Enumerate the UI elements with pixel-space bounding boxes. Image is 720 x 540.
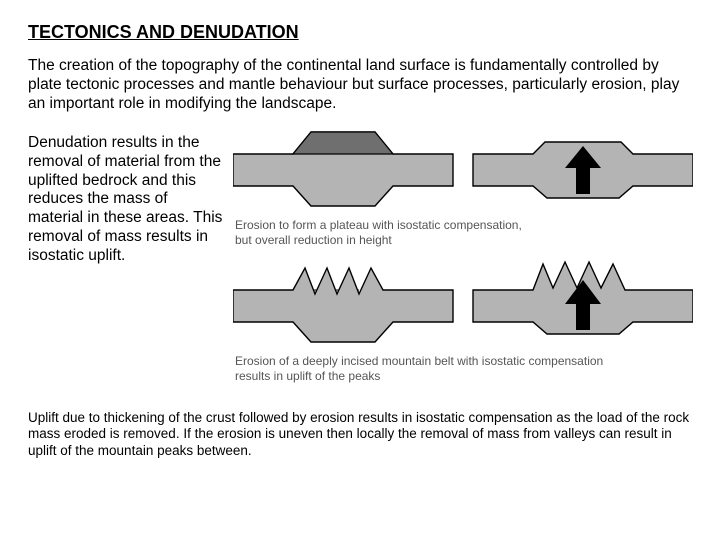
caption-2: Erosion of a deeply incised mountain bel… xyxy=(235,354,693,384)
page-root: TECTONICS AND DENUDATION The creation of… xyxy=(0,0,720,540)
panel-incised xyxy=(233,268,453,342)
caption-2-line-b: results in uplift of the peaks xyxy=(235,369,380,383)
intro-paragraph: The creation of the topography of the co… xyxy=(28,57,692,114)
caption-1: Erosion to form a plateau with isostatic… xyxy=(235,218,693,248)
panel-peaks-arrow xyxy=(473,262,693,334)
caption-1-line-a: Erosion to form a plateau with isostatic… xyxy=(235,218,522,232)
mid-section: Denudation results in the removal of mat… xyxy=(28,124,692,396)
panel-uplift-block xyxy=(233,132,453,206)
diagram-block: Erosion to form a plateau with isostatic… xyxy=(233,124,693,396)
page-title: TECTONICS AND DENUDATION xyxy=(28,22,692,43)
footer-paragraph: Uplift due to thickening of the crust fo… xyxy=(28,410,692,459)
panel-plateau-arrow xyxy=(473,142,693,198)
caption-2-line-a: Erosion of a deeply incised mountain bel… xyxy=(235,354,603,368)
diagram-row-2 xyxy=(233,260,693,350)
diagram-row-1 xyxy=(233,124,693,214)
caption-1-line-b: but overall reduction in height xyxy=(235,233,392,247)
side-paragraph: Denudation results in the removal of mat… xyxy=(28,124,223,266)
